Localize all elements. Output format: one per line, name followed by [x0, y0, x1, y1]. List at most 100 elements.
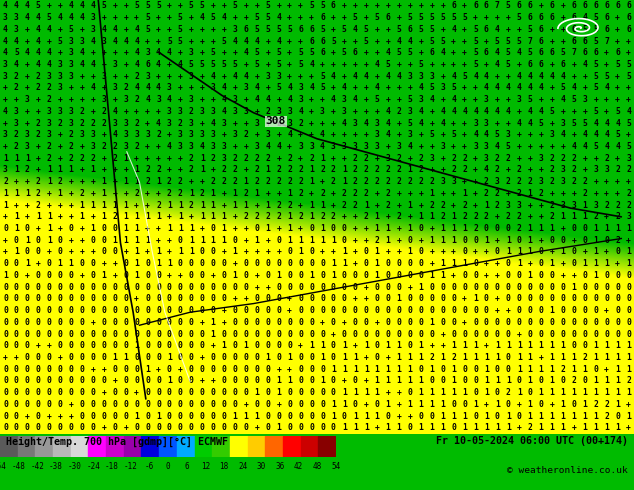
Text: 2: 2 — [25, 166, 30, 174]
Text: +: + — [429, 247, 434, 256]
Text: 3: 3 — [210, 142, 216, 151]
Text: 2: 2 — [222, 166, 226, 174]
Text: 0: 0 — [68, 423, 74, 432]
Text: +: + — [342, 154, 347, 163]
Text: 0: 0 — [222, 271, 226, 280]
Text: 0: 0 — [68, 330, 74, 339]
Text: 6: 6 — [484, 48, 489, 57]
Text: 1: 1 — [506, 376, 511, 386]
Text: 1: 1 — [123, 154, 128, 163]
Text: +: + — [495, 13, 500, 22]
Text: +: + — [440, 154, 445, 163]
Text: 1: 1 — [484, 236, 489, 245]
Text: +: + — [3, 83, 8, 93]
Text: +: + — [396, 412, 401, 420]
Text: 0: 0 — [165, 462, 171, 471]
Text: 1: 1 — [210, 212, 216, 221]
Text: 0: 0 — [91, 236, 95, 245]
Text: 0: 0 — [36, 423, 41, 432]
Text: 3: 3 — [440, 83, 445, 93]
Text: +: + — [462, 25, 467, 34]
Text: 4: 4 — [210, 72, 216, 81]
Text: 4: 4 — [331, 95, 336, 104]
Text: +: + — [462, 318, 467, 327]
Text: 0: 0 — [331, 423, 336, 432]
Text: +: + — [25, 412, 30, 420]
Text: 0: 0 — [495, 283, 500, 292]
Text: 3: 3 — [112, 119, 117, 127]
Text: 0: 0 — [3, 259, 8, 268]
Text: +: + — [615, 72, 620, 81]
Text: 2: 2 — [254, 166, 259, 174]
Text: 0: 0 — [112, 294, 117, 303]
Text: 1: 1 — [364, 200, 368, 210]
Text: 1: 1 — [408, 224, 412, 233]
Text: +: + — [451, 119, 456, 127]
Text: 6: 6 — [583, 1, 587, 10]
Text: 4: 4 — [353, 95, 358, 104]
Text: +: + — [375, 200, 380, 210]
Text: 2: 2 — [331, 212, 336, 221]
Text: 4: 4 — [353, 72, 358, 81]
Text: 0: 0 — [25, 224, 30, 233]
Text: +: + — [320, 60, 325, 69]
Text: 5: 5 — [571, 119, 576, 127]
Text: +: + — [418, 142, 424, 151]
Text: +: + — [156, 236, 161, 245]
Text: 0: 0 — [331, 224, 336, 233]
Text: +: + — [123, 72, 128, 81]
Text: 0: 0 — [309, 353, 314, 362]
Text: 0: 0 — [571, 341, 576, 350]
Text: 1: 1 — [626, 388, 631, 397]
Text: 0: 0 — [583, 271, 587, 280]
Text: 5: 5 — [517, 13, 522, 22]
Text: 0: 0 — [167, 294, 172, 303]
Text: 0: 0 — [342, 224, 347, 233]
Text: 4: 4 — [495, 83, 500, 93]
Text: +: + — [309, 13, 314, 22]
Text: 0: 0 — [473, 365, 478, 374]
Text: +: + — [3, 95, 8, 104]
Text: +: + — [25, 200, 30, 210]
Text: 1: 1 — [287, 189, 292, 198]
Text: 1: 1 — [233, 271, 238, 280]
Text: +: + — [593, 189, 598, 198]
Text: 3: 3 — [484, 119, 489, 127]
Text: 2: 2 — [364, 189, 368, 198]
Text: 5: 5 — [429, 130, 434, 139]
Text: 6: 6 — [615, 48, 620, 57]
Text: 0: 0 — [189, 341, 194, 350]
Text: 1: 1 — [342, 177, 347, 186]
Text: 0: 0 — [550, 294, 555, 303]
Text: 4: 4 — [418, 83, 424, 93]
Text: 0: 0 — [47, 318, 51, 327]
Text: 1: 1 — [604, 353, 609, 362]
Text: +: + — [276, 95, 281, 104]
Text: 1: 1 — [462, 189, 467, 198]
Text: 6: 6 — [604, 13, 609, 22]
Text: 0: 0 — [254, 376, 259, 386]
Text: 0: 0 — [583, 318, 587, 327]
Text: 3: 3 — [178, 130, 183, 139]
Text: 2: 2 — [36, 177, 41, 186]
Text: 0: 0 — [68, 294, 74, 303]
Text: 0: 0 — [58, 365, 63, 374]
Text: 4: 4 — [112, 37, 117, 46]
Text: 0: 0 — [145, 259, 150, 268]
Text: 3: 3 — [560, 177, 566, 186]
Text: 1: 1 — [36, 212, 41, 221]
Text: 0: 0 — [266, 400, 270, 409]
Text: 0: 0 — [331, 353, 336, 362]
Text: 3: 3 — [145, 130, 150, 139]
Text: 1: 1 — [583, 388, 587, 397]
Text: 1: 1 — [593, 271, 598, 280]
Text: +: + — [243, 60, 249, 69]
Text: +: + — [440, 341, 445, 350]
Text: 3: 3 — [266, 130, 270, 139]
Text: +: + — [14, 177, 19, 186]
Text: 18: 18 — [219, 462, 229, 471]
Text: 0: 0 — [298, 365, 303, 374]
Text: 2: 2 — [583, 353, 587, 362]
Text: 4: 4 — [14, 37, 19, 46]
Text: +: + — [79, 177, 84, 186]
